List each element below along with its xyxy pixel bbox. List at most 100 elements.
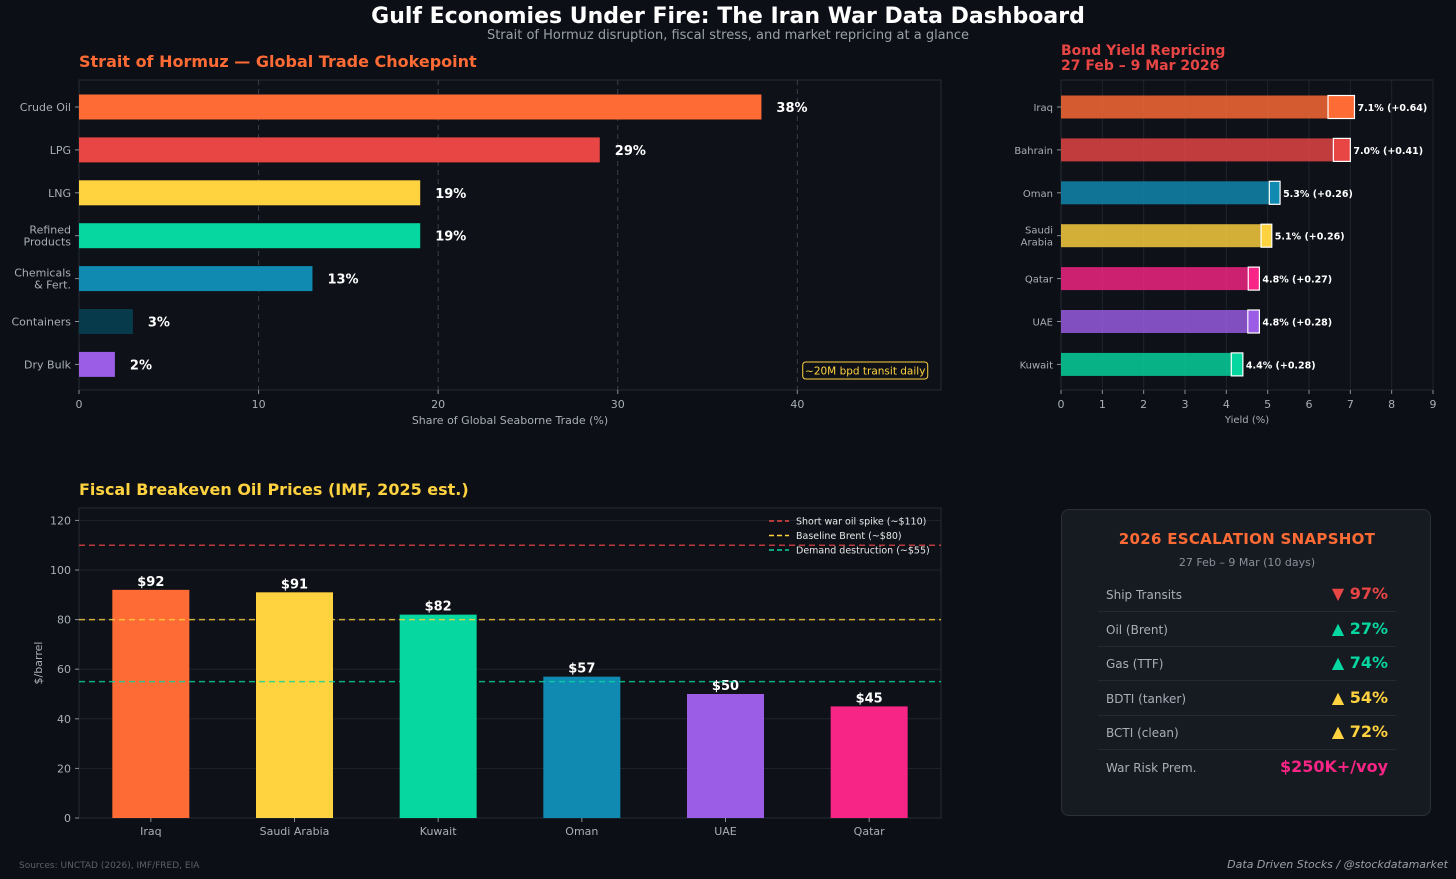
- yield-value-label: 4.8% (+0.27): [1262, 275, 1332, 286]
- snapshot-row-ship-transits: Ship Transits ▼ 97%: [1098, 578, 1396, 612]
- x-tick-label: 5: [1264, 398, 1271, 411]
- y-tick-label: 80: [57, 614, 71, 627]
- breakeven-chart: 0 20 40 60 80 100 120 $/barrel $92 Iraq $91 Saudi A…: [32, 507, 942, 838]
- base-yield-bar-saudi-arabia: [1061, 224, 1262, 248]
- y-tick-label: 40: [57, 713, 71, 726]
- breakeven-chart-title: Fiscal Breakeven Oil Prices (IMF, 2025 e…: [79, 480, 469, 499]
- base-yield-bar-kuwait: [1061, 352, 1232, 376]
- bar-lpg: [79, 137, 600, 163]
- bar-value-label: $45: [856, 691, 883, 706]
- bar-crude-oil: [79, 94, 762, 120]
- bond-chart-title-line1: Bond Yield Repricing: [1061, 43, 1226, 59]
- bar-value-label: $91: [281, 577, 308, 592]
- snapshot-row-label: BCTI (clean): [1106, 726, 1179, 740]
- bar-saudi-arabia: [256, 592, 333, 818]
- bar-dry-bulk: [79, 351, 115, 377]
- snapshot-row-label: Gas (TTF): [1106, 657, 1164, 671]
- base-yield-bar-oman: [1061, 181, 1270, 205]
- category-label: Qatar: [1025, 275, 1054, 286]
- category-label: Chemicals: [14, 267, 71, 280]
- bar-value-label: 29%: [615, 144, 646, 159]
- bar-value-label: $92: [137, 575, 164, 590]
- legend-label: Baseline Brent (~$80): [796, 531, 902, 542]
- snapshot-subtitle: 27 Feb – 9 Mar (10 days): [1178, 556, 1316, 569]
- annotation-text: ~20M bpd transit daily: [805, 366, 925, 378]
- x-tick-label: 9: [1430, 398, 1437, 411]
- category-label: Arabia: [1021, 238, 1053, 249]
- yield-value-label: 5.3% (+0.26): [1283, 189, 1353, 200]
- category-label: Crude Oil: [20, 101, 71, 114]
- bar-value-label: $57: [568, 662, 595, 677]
- category-label: Iraq: [1033, 103, 1053, 114]
- category-label: Containers: [12, 316, 72, 329]
- bar-value-label: 3%: [148, 316, 170, 331]
- bar-containers: [79, 309, 133, 334]
- plot-area: [78, 507, 942, 819]
- y-tick-label: 60: [57, 663, 71, 676]
- snapshot-row-label: Ship Transits: [1106, 588, 1182, 602]
- category-label: Saudi Arabia: [260, 825, 330, 838]
- escalation-snapshot-panel: 2026 ESCALATION SNAPSHOT 27 Feb – 9 Mar …: [1061, 509, 1431, 816]
- snapshot-row-value: ▼ 97%: [1331, 584, 1388, 603]
- snapshot-row-bcti: BCTI (clean) ▲ 72%: [1098, 716, 1396, 750]
- x-tick-label: 20: [431, 398, 445, 411]
- category-label: Saudi: [1025, 226, 1053, 237]
- x-axis-label: Yield (%): [1224, 415, 1269, 426]
- footer-sources: Sources: UNCTAD (2026), IMF/FRED, EIA: [19, 861, 200, 871]
- x-tick-label: 40: [790, 398, 804, 411]
- bar-iraq: [112, 589, 190, 818]
- bond-chart-title-line2: 27 Feb – 9 Mar 2026: [1061, 58, 1220, 74]
- x-tick-label: 8: [1388, 398, 1395, 411]
- yield-value-label: 5.1% (+0.26): [1275, 232, 1345, 243]
- x-tick-label: 10: [252, 398, 266, 411]
- snapshot-row-bdti: BDTI (tanker) ▲ 54%: [1098, 682, 1396, 716]
- hormuz-chart-title: Strait of Hormuz — Global Trade Chokepoi…: [79, 52, 477, 71]
- category-label: Bahrain: [1014, 146, 1053, 157]
- snapshot-row-gas-ttf: Gas (TTF) ▲ 74%: [1098, 647, 1396, 681]
- snapshot-row-value: ▲ 54%: [1331, 688, 1388, 707]
- bar-value-label: 13%: [327, 273, 358, 288]
- snapshot-row-label: Oil (Brent): [1106, 623, 1168, 637]
- yield-change-bar: [1247, 266, 1261, 291]
- category-label: LNG: [48, 187, 71, 200]
- y-tick-label: 20: [57, 762, 71, 775]
- bar-value-label: $50: [712, 679, 739, 694]
- category-label: Iraq: [140, 825, 162, 838]
- bond-yield-chart: 0 1 2 3 4 5 6 7 8 9 Yield (%) 7.1% (+0.64) Iraq 7.0% …: [1014, 79, 1437, 426]
- bar-uae: [687, 694, 764, 818]
- base-yield-bar-qatar: [1061, 267, 1249, 291]
- bond-chart-title: Bond Yield Repricing 27 Feb – 9 Mar 2026: [1061, 44, 1225, 74]
- snapshot-row-value: ▲ 74%: [1331, 653, 1388, 672]
- x-tick-label: 3: [1182, 398, 1189, 411]
- y-tick-label: 120: [50, 514, 71, 527]
- bar-value-label: 19%: [435, 187, 466, 202]
- bar-refined-products: [79, 223, 421, 249]
- yield-change-bar: [1230, 352, 1244, 377]
- yield-value-label: 4.4% (+0.28): [1246, 360, 1316, 371]
- bar-value-label: $82: [425, 600, 452, 615]
- base-yield-bar-iraq: [1061, 95, 1329, 119]
- category-label: Oman: [1023, 189, 1053, 200]
- x-tick-label: 6: [1306, 398, 1313, 411]
- category-label: UAE: [714, 825, 737, 838]
- base-yield-bar-uae: [1061, 310, 1248, 333]
- x-tick-label: 7: [1347, 398, 1354, 411]
- snapshot-row-label: BDTI (tanker): [1106, 692, 1187, 706]
- x-tick-label: 0: [1058, 398, 1065, 411]
- snapshot-row-value: $250K+/voy: [1279, 757, 1388, 776]
- bar-value-label: 19%: [435, 230, 466, 245]
- category-label: Qatar: [854, 825, 885, 838]
- dashboard-subtitle: Strait of Hormuz disruption, fiscal stre…: [486, 28, 970, 43]
- category-label: Kuwait: [1020, 360, 1053, 371]
- annotation-box: [802, 361, 929, 380]
- y-tick-label: 0: [64, 812, 71, 825]
- bar-qatar: [830, 706, 908, 818]
- hormuz-trade-chart: 0 10 20 30 40 Share of Global Seaborne Trade …: [12, 79, 942, 427]
- x-tick-label: 1: [1099, 398, 1106, 411]
- x-tick-label: 0: [76, 398, 83, 411]
- category-label: Refined: [29, 224, 71, 237]
- bar-kuwait: [399, 614, 477, 818]
- x-tick-label: 30: [611, 398, 625, 411]
- snapshot-row-oil-brent: Oil (Brent) ▲ 27%: [1098, 613, 1396, 647]
- yield-value-label: 7.1% (+0.64): [1357, 103, 1427, 114]
